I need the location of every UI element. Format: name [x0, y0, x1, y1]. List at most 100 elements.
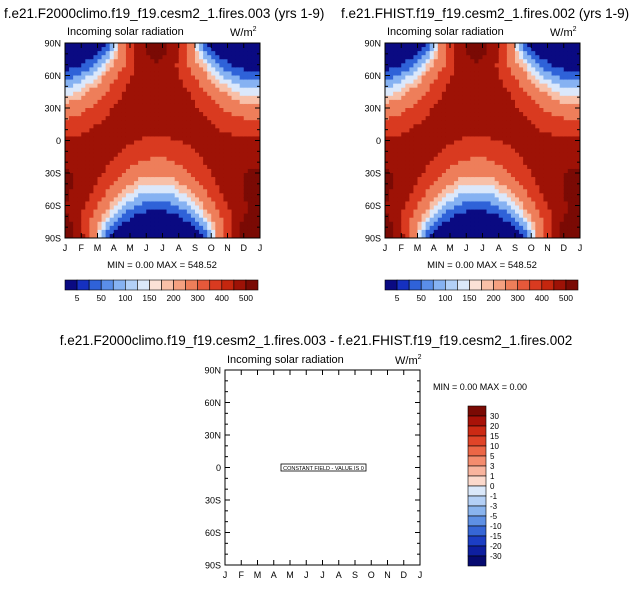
field-cell: [401, 67, 406, 73]
field-cell: [413, 185, 419, 190]
field-cell: [450, 112, 455, 117]
field-cell: [125, 177, 131, 182]
field-cell: [73, 95, 78, 101]
field-cell: [170, 108, 176, 113]
field-cell: [97, 103, 103, 109]
field-cell: [482, 173, 488, 178]
field-cell: [65, 47, 70, 52]
field-cell: [125, 55, 131, 60]
field-cell: [462, 193, 467, 198]
field-cell: [158, 112, 164, 117]
field-cell: [458, 120, 463, 125]
colorbar-swatch: [467, 435, 487, 447]
field-cell: [401, 173, 406, 178]
field-cell: [247, 116, 253, 121]
field-cell: [486, 87, 492, 93]
field-cell: [389, 189, 394, 194]
field-cell: [154, 87, 160, 93]
field-cell: [389, 91, 394, 97]
field-cell: [510, 87, 516, 93]
field-cell: [535, 140, 540, 146]
field-cell: [142, 197, 147, 203]
field-cell: [81, 205, 86, 211]
field-cell: [243, 136, 249, 142]
field-cell: [89, 43, 95, 48]
field-cell: [146, 75, 151, 81]
field-cell: [393, 112, 398, 117]
field-cell: [77, 99, 82, 105]
field-cell: [454, 91, 459, 97]
field-cell: [421, 193, 427, 198]
field-cell: [563, 128, 569, 133]
field-cell: [454, 189, 459, 194]
field-cell: [543, 51, 549, 56]
field-cell: [223, 120, 229, 125]
field-cell: [203, 160, 208, 166]
field-cell: [474, 229, 480, 235]
field-cell: [121, 205, 127, 211]
field-cell: [69, 217, 74, 223]
field-cell: [515, 144, 520, 150]
field-cell: [498, 116, 504, 121]
field-cell: [510, 217, 516, 223]
field-cell: [251, 112, 257, 117]
field-cell: [101, 185, 107, 190]
field-cell: [466, 221, 471, 227]
field-cell: [409, 99, 415, 105]
field-cell: [239, 233, 245, 238]
field-cell: [109, 205, 115, 211]
field-cell: [125, 164, 131, 170]
field-cell: [81, 193, 86, 198]
field-cell: [219, 217, 225, 223]
field-cell: [227, 75, 233, 81]
field-cell: [433, 112, 439, 117]
field-cell: [239, 59, 245, 64]
field-cell: [142, 51, 147, 56]
field-cell: [150, 217, 155, 223]
field-cell: [101, 168, 107, 174]
field-cell: [207, 99, 212, 105]
field-cell: [417, 95, 423, 101]
field-cell: [227, 67, 233, 73]
field-cell: [85, 173, 90, 178]
field-cell: [235, 67, 241, 73]
field-cell: [125, 87, 131, 93]
field-cell: [182, 112, 188, 117]
field-cell: [421, 63, 427, 68]
field-cell: [567, 156, 573, 162]
field-cell: [445, 164, 451, 170]
field-cell: [474, 79, 480, 85]
field-cell: [543, 128, 549, 133]
field-cell: [470, 209, 475, 215]
field-cell: [125, 221, 131, 227]
field-cell: [417, 213, 423, 219]
field-cell: [421, 209, 427, 215]
field-cell: [142, 108, 147, 113]
field-cell: [77, 67, 82, 73]
field-cell: [519, 140, 524, 146]
field-cell: [397, 103, 402, 109]
field-cell: [425, 43, 431, 48]
field-cell: [251, 116, 257, 121]
field-cell: [154, 160, 160, 166]
field-cell: [170, 51, 176, 56]
field-cell: [227, 87, 233, 93]
field-cell: [239, 181, 245, 186]
panel-2: f.e21.FHIST.f19_f19.cesm2_1.fires.002 (y…: [341, 6, 629, 303]
field-cell: [215, 47, 220, 52]
field-cell: [450, 144, 455, 150]
field-cell: [567, 217, 573, 223]
field-cell: [397, 63, 402, 68]
field-cell: [235, 233, 241, 238]
field-cell: [170, 75, 176, 81]
field-cell: [85, 217, 90, 223]
field-cell: [539, 213, 545, 219]
field-cell: [559, 47, 565, 52]
field-cell: [535, 120, 540, 125]
field-cell: [243, 112, 249, 117]
field-cell: [494, 168, 500, 174]
field-cell: [559, 201, 565, 207]
field-cell: [466, 75, 471, 81]
field-cell: [539, 132, 545, 138]
